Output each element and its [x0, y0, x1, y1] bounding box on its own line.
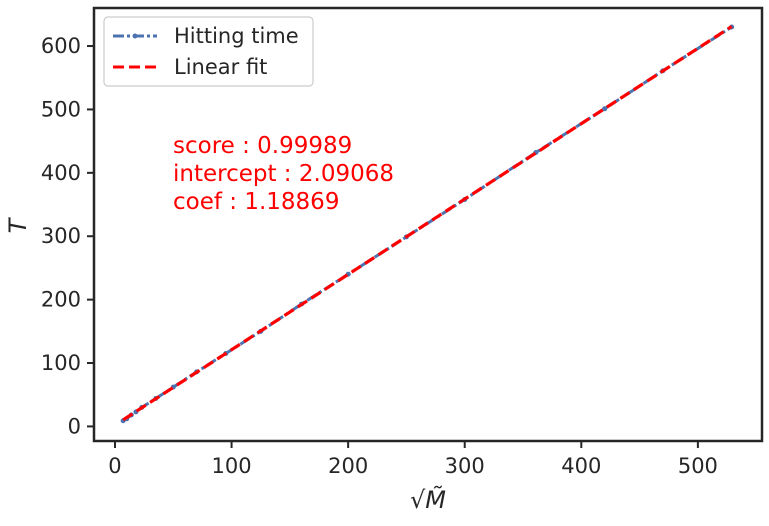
plot-frame	[92, 6, 764, 443]
plot-area	[120, 24, 735, 424]
x-tick-label: 0	[108, 454, 121, 478]
x-tick-label: 400	[561, 454, 601, 478]
annotation-intercept: intercept : 2.09068	[173, 161, 394, 187]
x-tick-label: 200	[328, 454, 368, 478]
legend-box	[103, 16, 314, 87]
x-tick-label: 100	[212, 454, 252, 478]
y-axis-label: T	[4, 216, 32, 233]
legend-entry-linear-fit: Linear fit	[113, 55, 267, 79]
data-point-hitting-time	[602, 106, 608, 112]
annotation-score: score : 0.99989	[173, 133, 352, 159]
series-line-linear-fit	[122, 25, 733, 422]
fit-annotation: score : 0.99989 intercept : 2.09068 coef…	[173, 133, 394, 215]
legend-entry-hitting-time: Hitting time	[113, 24, 299, 48]
y-tick-label: 300	[41, 224, 81, 248]
x-axis-label: √M̃	[410, 486, 446, 514]
y-axis-ticks: 0 100 200 300 400 500 600	[41, 34, 94, 438]
x-tick-label: 500	[678, 454, 718, 478]
y-tick-label: 400	[41, 161, 81, 185]
legend-label-hitting-time: Hitting time	[174, 24, 299, 48]
y-tick-label: 600	[41, 34, 81, 58]
annotation-coef: coef : 1.18869	[173, 189, 339, 215]
y-tick-label: 500	[41, 97, 81, 121]
legend: Hitting time Linear fit	[103, 16, 314, 87]
legend-marker-hitting-time	[132, 33, 138, 39]
x-tick-label: 300	[445, 454, 485, 478]
y-tick-label: 200	[41, 288, 81, 312]
y-tick-label: 100	[41, 351, 81, 375]
x-axis-ticks: 0 100 200 300 400 500	[108, 441, 718, 478]
legend-label-linear-fit: Linear fit	[174, 55, 267, 79]
y-tick-label: 0	[68, 414, 81, 438]
